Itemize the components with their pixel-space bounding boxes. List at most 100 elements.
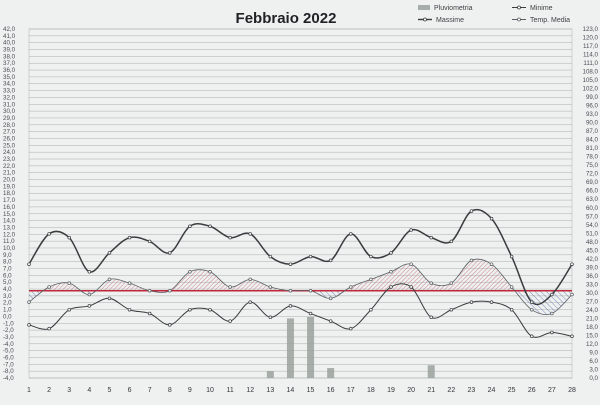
point-temp-media bbox=[469, 258, 474, 263]
y-left-tick-label: 21,0 bbox=[3, 170, 16, 177]
rain-bar bbox=[286, 318, 294, 378]
legend-marker-massime bbox=[423, 17, 427, 22]
x-tick-label: 18 bbox=[367, 387, 375, 394]
y-right-tick-label: 111,0 bbox=[583, 60, 598, 67]
y-right-tick-label: 69,0 bbox=[586, 179, 599, 186]
x-tick-label: 26 bbox=[528, 387, 536, 394]
point-temp-media bbox=[87, 292, 92, 297]
y-right-tick-label: 33,0 bbox=[586, 281, 599, 288]
x-tick-label: 12 bbox=[246, 387, 254, 394]
point-temp-media bbox=[369, 277, 373, 282]
y-left-tick-label: 3,0 bbox=[3, 293, 12, 300]
y-right-tick-label: 27,0 bbox=[586, 298, 599, 305]
point-minime bbox=[308, 311, 313, 316]
rain-bar bbox=[307, 316, 315, 378]
y-right-tick-label: 96,0 bbox=[586, 103, 599, 110]
y-left-tick-label: 7,0 bbox=[3, 266, 12, 273]
mean-above-hatch bbox=[29, 259, 572, 291]
point-massime bbox=[489, 216, 494, 221]
series-lines bbox=[29, 208, 572, 338]
y-left-tick-label: -4,0 bbox=[3, 341, 14, 348]
point-temp-media bbox=[288, 289, 293, 293]
y-left-tick-label: 26,0 bbox=[3, 135, 16, 142]
y-right-tick-label: 24,0 bbox=[586, 307, 599, 314]
y-right-tick-label: 42,0 bbox=[586, 256, 599, 263]
y-left-tick-label: 19,0 bbox=[3, 183, 16, 190]
x-tick-label: 3 bbox=[67, 387, 71, 394]
legend: Pluviometria Minime Massime Temp. Media bbox=[418, 5, 570, 24]
point-massime bbox=[168, 251, 172, 255]
point-massime bbox=[570, 262, 574, 266]
plot-area bbox=[28, 28, 573, 379]
y-left-tick-label: 23,0 bbox=[3, 156, 16, 163]
y-left-tick-label: 40,0 bbox=[3, 40, 16, 47]
point-temp-media bbox=[168, 289, 172, 293]
point-massime bbox=[469, 209, 474, 213]
y-left-tick-label: 11,0 bbox=[3, 238, 15, 245]
y-right-tick-label: 84,0 bbox=[586, 137, 599, 144]
legend-label-massime: Massime bbox=[436, 17, 464, 24]
y-left-tick-label: 15,0 bbox=[3, 211, 16, 218]
point-minime bbox=[530, 334, 534, 339]
x-tick-label: 8 bbox=[168, 387, 172, 394]
y-left-tick-label: 17,0 bbox=[3, 197, 16, 204]
point-temp-media bbox=[509, 285, 514, 289]
point-minime bbox=[248, 300, 252, 304]
x-tick-label: 28 bbox=[568, 387, 576, 394]
x-tick-label: 11 bbox=[226, 387, 233, 394]
point-temp-media bbox=[208, 270, 212, 274]
x-tick-label: 7 bbox=[148, 387, 152, 394]
point-temp-media bbox=[550, 311, 554, 316]
x-tick-label: 9 bbox=[188, 387, 192, 394]
y-left-tick-label: 25,0 bbox=[3, 142, 16, 149]
point-minime bbox=[228, 319, 232, 323]
point-massime bbox=[369, 254, 373, 259]
y-left-tick-label: 42,0 bbox=[3, 26, 16, 33]
point-minime bbox=[389, 285, 393, 289]
y-left-tick-label: 9,0 bbox=[3, 252, 12, 259]
point-minime bbox=[107, 296, 112, 301]
x-tick-label: 6 bbox=[128, 387, 132, 394]
y-right-tick-label: 48,0 bbox=[586, 239, 599, 246]
y-right-tick-label: 15,0 bbox=[586, 332, 599, 339]
point-temp-media bbox=[530, 307, 534, 312]
y-right-tick-label: 18,0 bbox=[586, 324, 599, 331]
legend-swatch-pluviometria bbox=[418, 5, 430, 10]
series-markers bbox=[27, 209, 574, 339]
y-left-tick-label: 30,0 bbox=[3, 108, 16, 115]
rain-bar bbox=[427, 365, 435, 378]
point-temp-media bbox=[349, 285, 353, 289]
point-temp-media bbox=[268, 285, 273, 289]
point-temp-media bbox=[449, 281, 454, 285]
y-left-tick-label: 28,0 bbox=[3, 122, 16, 129]
point-massime bbox=[147, 239, 152, 244]
point-massime bbox=[530, 300, 534, 304]
point-massime bbox=[188, 224, 192, 229]
point-massime bbox=[228, 235, 232, 240]
point-minime bbox=[47, 326, 51, 331]
y-right-tick-label: 60,0 bbox=[586, 205, 599, 212]
y-right-tick-label: 39,0 bbox=[586, 264, 599, 271]
point-minime bbox=[168, 323, 172, 327]
point-massime bbox=[550, 292, 554, 297]
point-massime bbox=[389, 251, 393, 255]
point-massime bbox=[288, 262, 293, 266]
y-right-tick-label: 3,0 bbox=[589, 366, 598, 373]
y-right-tick-label: 102,0 bbox=[583, 86, 599, 93]
x-tick-label: 1 bbox=[27, 387, 31, 394]
y-right-tick-label: 78,0 bbox=[586, 154, 599, 161]
y-left-tick-label: 41,0 bbox=[3, 33, 16, 40]
x-tick-label: 13 bbox=[266, 387, 274, 394]
y-right-tick-label: 123,0 bbox=[583, 26, 599, 33]
y-right-tick-label: 81,0 bbox=[586, 145, 599, 152]
point-minime bbox=[449, 307, 454, 312]
y-left-tick-label: 14,0 bbox=[3, 218, 16, 225]
y-left-tick-label: 22,0 bbox=[3, 163, 16, 170]
point-temp-media bbox=[228, 285, 232, 289]
point-temp-media bbox=[188, 270, 192, 274]
y-right-tick-label: 87,0 bbox=[586, 128, 599, 135]
y-right-tick-label: 21,0 bbox=[586, 315, 599, 322]
y-left-tick-label: 4,0 bbox=[3, 286, 12, 293]
point-massime bbox=[409, 228, 413, 232]
